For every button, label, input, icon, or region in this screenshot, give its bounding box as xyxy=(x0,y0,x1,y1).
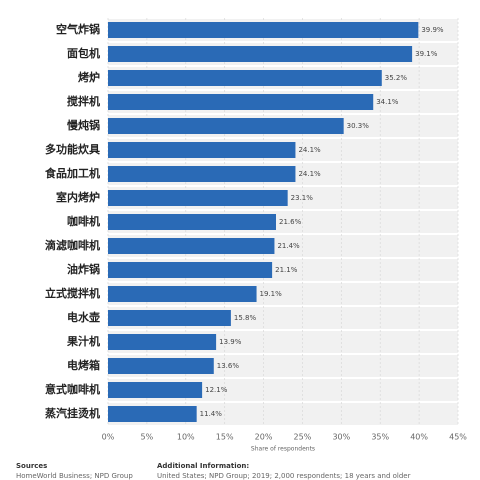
bar xyxy=(108,118,344,134)
value-label: 13.6% xyxy=(217,362,240,370)
x-tick-label: 30% xyxy=(332,433,350,442)
bar xyxy=(108,262,273,278)
value-label: 24.1% xyxy=(298,146,321,154)
y-tick-label: 电烤箱 xyxy=(67,358,100,372)
x-axis-label: Share of respondents xyxy=(251,446,315,453)
bar xyxy=(108,70,382,86)
y-tick-label: 空气炸锅 xyxy=(56,22,100,36)
sources: HomeWorld Business; NPD Group xyxy=(16,472,133,480)
value-label: 30.3% xyxy=(347,122,370,130)
bar xyxy=(108,94,374,110)
y-tick-label: 电水壶 xyxy=(67,310,100,324)
y-tick-label: 果汁机 xyxy=(66,334,100,348)
x-tick-label: 10% xyxy=(177,433,195,442)
x-tick-label: 15% xyxy=(216,433,234,442)
value-label: 12.1% xyxy=(205,386,228,394)
bar xyxy=(108,406,197,422)
value-label: 23.1% xyxy=(291,194,314,202)
info: United States; NPD Group; 2019; 2,000 re… xyxy=(157,472,411,480)
y-tick-label: 烤炉 xyxy=(78,70,100,84)
y-tick-label: 室内烤炉 xyxy=(56,190,100,204)
value-label: 35.2% xyxy=(385,74,408,82)
value-label: 15.8% xyxy=(234,314,257,322)
x-tick-label: 20% xyxy=(255,433,273,442)
sources-title: Sources xyxy=(16,462,47,470)
y-tick-label: 意式咖啡机 xyxy=(45,382,100,396)
x-tick-label: 35% xyxy=(371,433,389,442)
value-label: 11.4% xyxy=(200,410,223,418)
bar xyxy=(108,166,296,182)
y-tick-label: 立式搅拌机 xyxy=(45,286,100,300)
bar xyxy=(108,22,419,38)
x-tick-label: 25% xyxy=(294,433,312,442)
bar xyxy=(108,310,231,326)
x-tick-label: 40% xyxy=(410,433,428,442)
y-tick-label: 油炸锅 xyxy=(67,262,100,276)
y-tick-label: 蒸汽挂烫机 xyxy=(45,406,100,420)
x-tick-label: 45% xyxy=(449,433,467,442)
bar xyxy=(108,286,257,302)
bar xyxy=(108,190,288,206)
value-label: 19.1% xyxy=(260,290,283,298)
y-tick-label: 咖啡机 xyxy=(67,214,100,228)
bar xyxy=(108,334,217,350)
value-label: 39.9% xyxy=(421,26,444,34)
y-tick-label: 慢炖锅 xyxy=(67,118,100,132)
value-label: 13.9% xyxy=(219,338,242,346)
bar xyxy=(108,46,413,62)
value-label: 21.4% xyxy=(277,242,300,250)
value-label: 24.1% xyxy=(298,170,321,178)
x-tick-label: 0% xyxy=(102,433,115,442)
y-tick-label: 面包机 xyxy=(67,46,100,60)
value-label: 39.1% xyxy=(415,50,438,58)
value-label: 34.1% xyxy=(376,98,399,106)
bar xyxy=(108,142,296,158)
y-tick-label: 搅拌机 xyxy=(67,94,100,108)
value-label: 21.1% xyxy=(275,266,298,274)
bar xyxy=(108,238,275,254)
bar xyxy=(108,382,203,398)
y-tick-label: 食品加工机 xyxy=(45,166,100,180)
bar xyxy=(108,358,214,374)
value-label: 21.6% xyxy=(279,218,302,226)
info-title: Additional Information: xyxy=(157,462,249,470)
x-tick-label: 5% xyxy=(141,433,154,442)
y-tick-label: 滴滤咖啡机 xyxy=(45,238,100,252)
bar xyxy=(108,214,276,230)
y-tick-label: 多功能炊具 xyxy=(45,142,100,156)
